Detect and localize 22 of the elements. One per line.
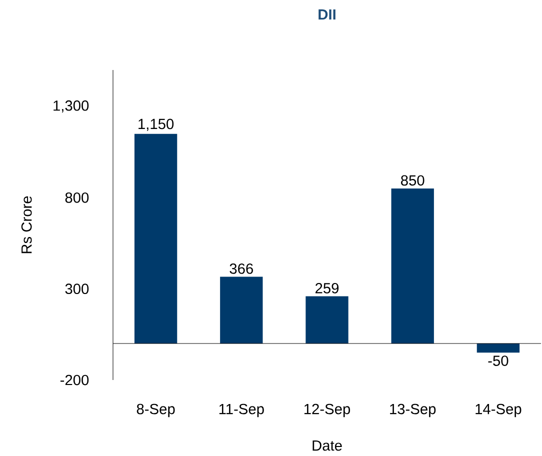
x-axis-title: Date [312,440,342,451]
data-label: 1,150 [138,118,174,132]
y-tick-label: 1,300 [54,100,89,113]
x-tick-label: 12-Sep [304,404,350,418]
y-tick-label: 300 [65,284,89,294]
bar [391,188,434,344]
bar [220,276,263,344]
bar [134,134,178,344]
data-label: 259 [316,283,339,294]
bar [476,344,520,353]
y-tick-label: 800 [65,192,89,204]
x-tick-label: 8-Sep [136,404,175,418]
data-label: 850 [400,175,424,186]
y-tick-label: -200 [60,375,89,386]
data-label: -50 [488,356,508,366]
chart-title: DII [318,10,336,20]
y-axis-title: Rs Crore [21,196,32,254]
bar [306,296,348,344]
data-label: 366 [230,264,253,274]
x-tick-label: 11-Sep [219,404,264,418]
x-tick-label: 13-Sep [390,404,436,418]
x-tick-label: 14-Sep [476,404,522,418]
